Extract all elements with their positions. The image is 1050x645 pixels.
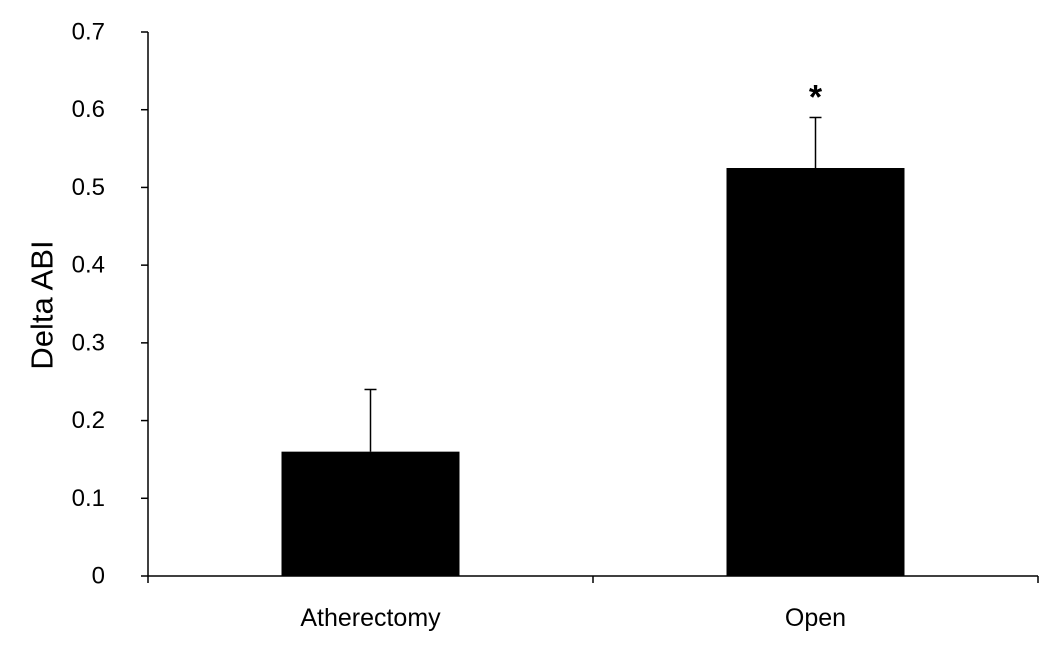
annotations: * xyxy=(809,78,823,116)
significance-asterisk: * xyxy=(809,78,823,116)
y-tick-label: 0.7 xyxy=(72,19,105,46)
y-tick-label: 0.4 xyxy=(72,252,105,279)
y-tick-label: 0.6 xyxy=(72,96,105,123)
category-label-open: Open xyxy=(785,604,846,632)
y-axis-title: Delta ABI xyxy=(25,240,60,369)
category-label-atherectomy: Atherectomy xyxy=(300,604,441,632)
category-labels: Atherectomy Open xyxy=(300,604,846,632)
bar-atherectomy xyxy=(281,451,460,576)
x-axis xyxy=(147,575,1039,583)
bars xyxy=(281,168,905,576)
y-tick-label: 0 xyxy=(92,563,105,590)
y-tick-label: 0.5 xyxy=(72,174,105,201)
y-axis: 0 0.1 0.2 0.3 0.4 0.5 0.6 0.7 xyxy=(72,19,149,590)
bar-open xyxy=(726,168,905,576)
error-bars xyxy=(364,116,822,452)
y-tick-label: 0.2 xyxy=(72,407,105,434)
y-tick-label: 0.3 xyxy=(72,329,105,356)
y-tick-label: 0.1 xyxy=(72,485,105,512)
